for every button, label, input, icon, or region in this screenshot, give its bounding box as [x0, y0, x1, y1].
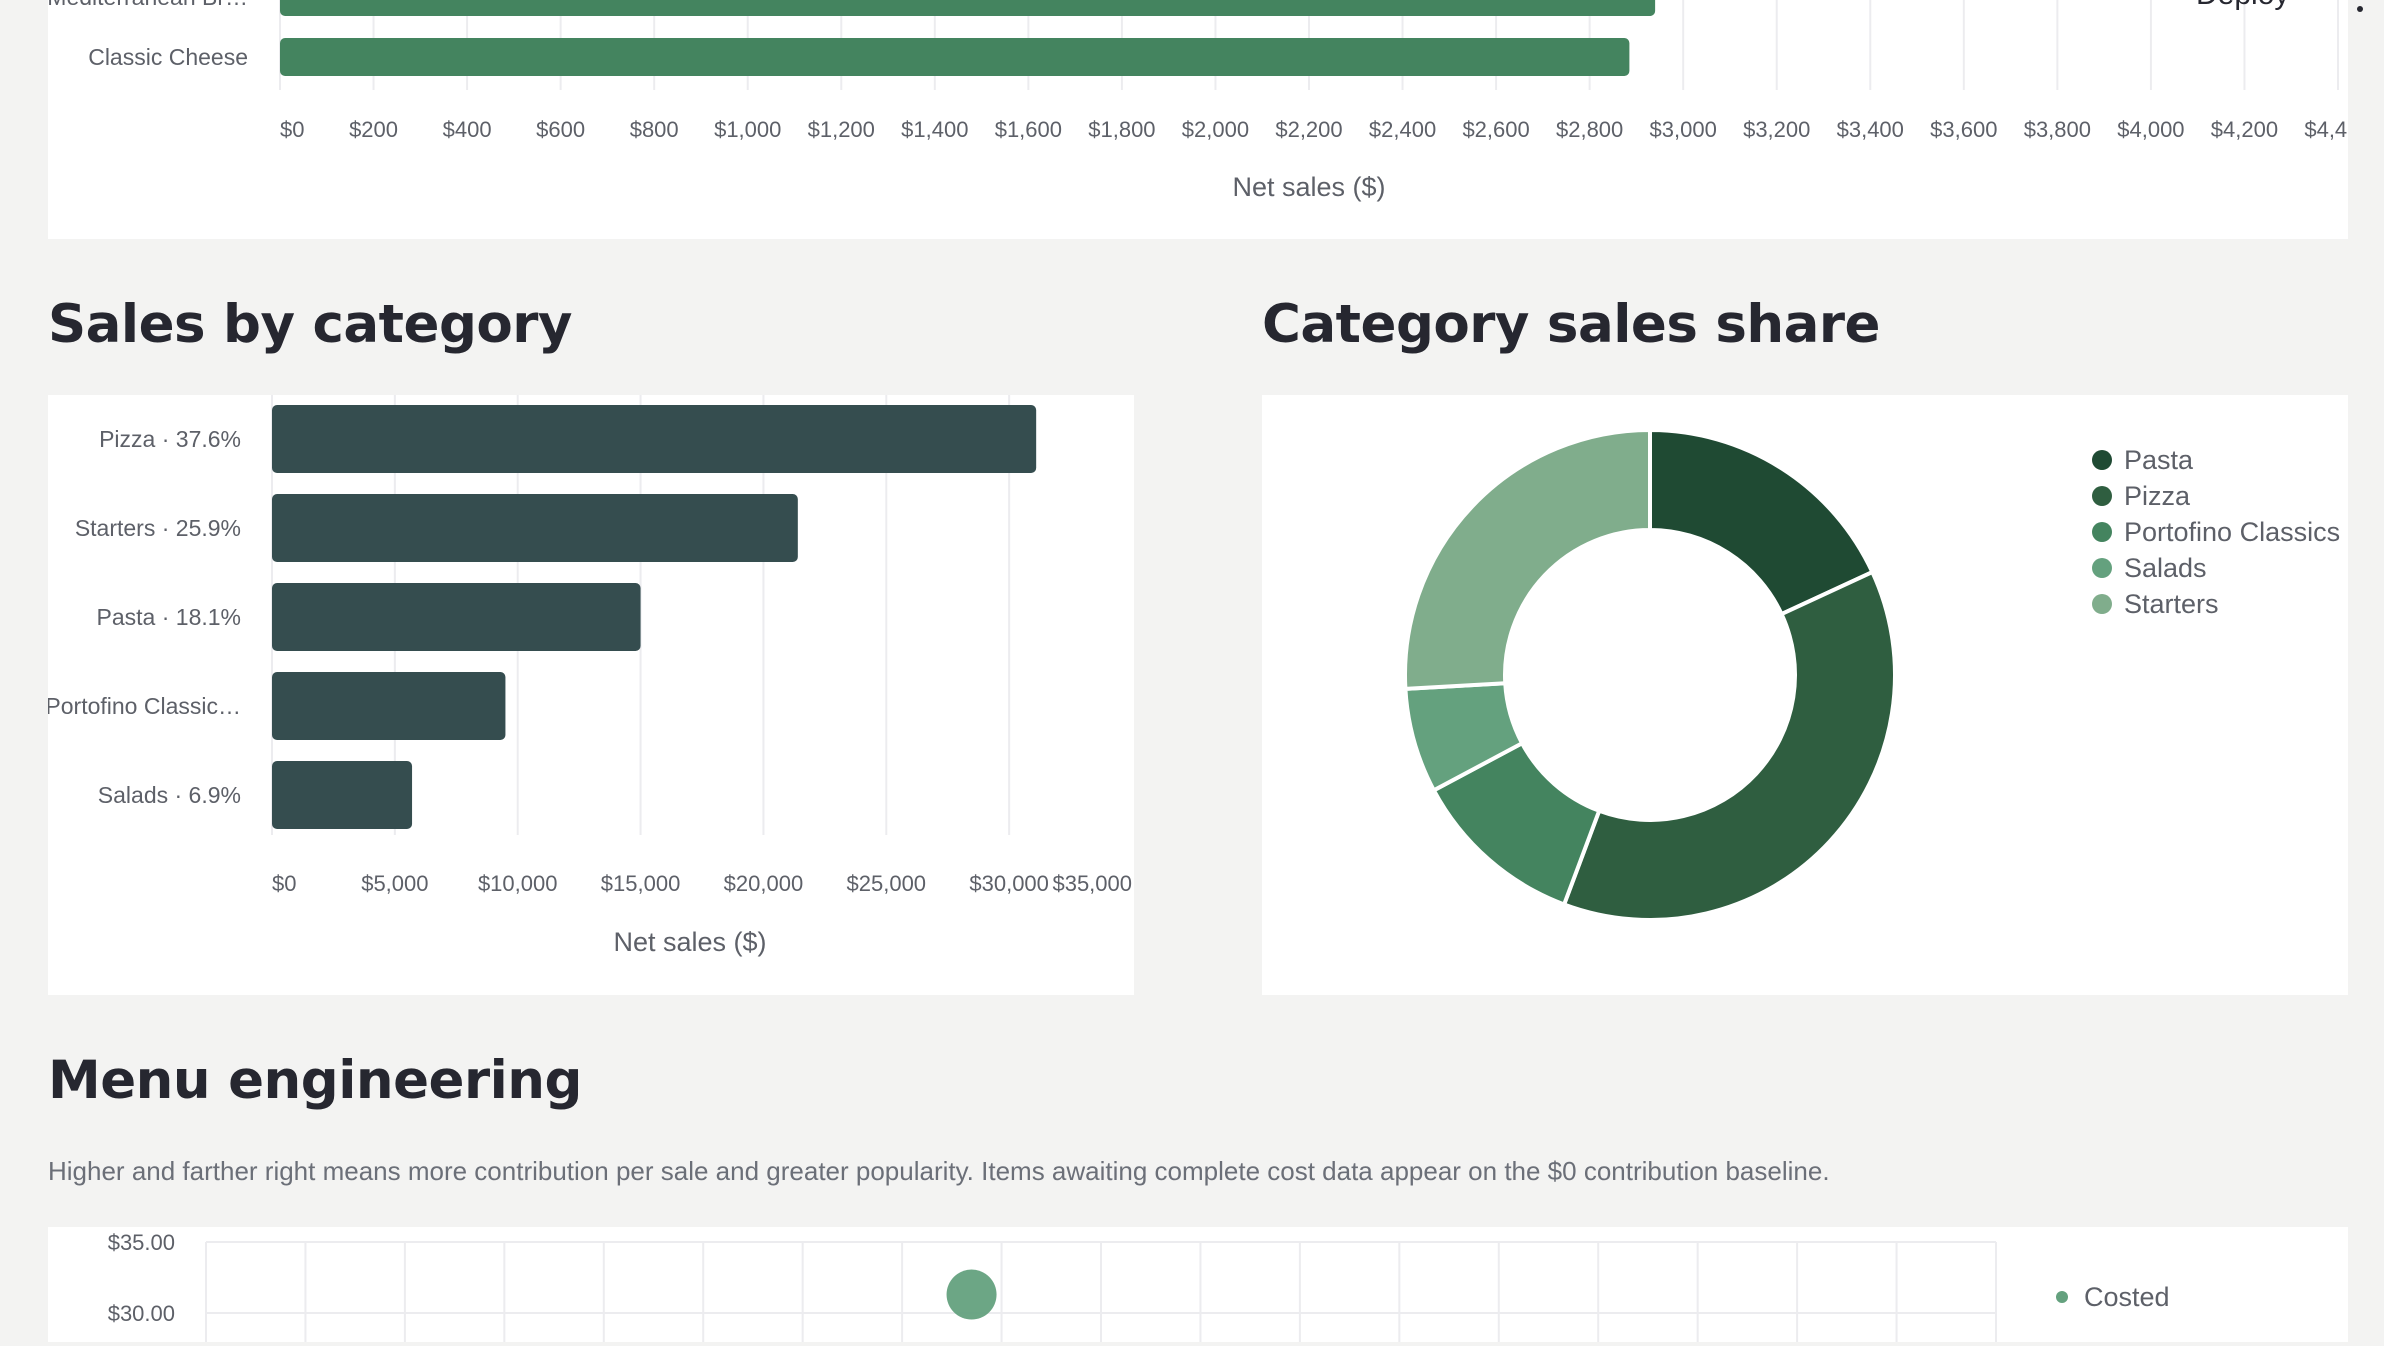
legend-swatch — [2092, 450, 2112, 470]
y-category-label: Classic Cheese — [88, 44, 248, 70]
item-sales-panel: $0 $200 $400 $600 $800 $1,000 $1,200 $1,400 $1,6… — [47, 0, 2372, 239]
bar — [272, 405, 1037, 473]
x-tick-label: $30,000 — [969, 871, 1049, 896]
x-axis-title: Net sales ($) — [613, 927, 766, 957]
menu-engineering-panel: $35.00 $30.00 Costed — [48, 1227, 2348, 1342]
sales-by-category-title: Sales by category — [48, 294, 572, 355]
x-tick-label: $1,800 — [1088, 117, 1155, 142]
legend-label: Pasta — [2124, 445, 2194, 475]
x-tick-label: $4,000 — [2117, 117, 2184, 142]
x-tick-label: $2,600 — [1462, 117, 1529, 142]
donut-slice-pizza — [1562, 570, 1897, 922]
x-axis-title: Net sales ($) — [1232, 172, 1385, 202]
menu-engineering-caption: Higher and farther right means more cont… — [48, 1156, 1830, 1186]
x-tick-label: $5,000 — [361, 871, 428, 896]
x-tick-label: $1,400 — [901, 117, 968, 142]
x-tick-label: $20,000 — [724, 871, 804, 896]
x-tick-label: $3,200 — [1743, 117, 1810, 142]
bar — [272, 672, 506, 740]
x-tick-label: $0 — [280, 117, 304, 142]
x-tick-label: $3,400 — [1837, 117, 1904, 142]
sales-by-category-chart: $0 $5,000 $10,000 $15,000 $20,000 $25,000 $30,… — [45, 395, 1132, 957]
y-category-label: Salads · 6.9% — [98, 782, 241, 808]
donut-slice-starters — [1403, 428, 1652, 691]
x-tick-label: $25,000 — [847, 871, 927, 896]
item-sales-chart: $0 $200 $400 $600 $800 $1,000 $1,200 $1,400 $1,6… — [47, 0, 2372, 202]
legend-swatch — [2092, 594, 2112, 614]
x-tick-label: $600 — [536, 117, 585, 142]
more-vertical-icon[interactable] — [2354, 0, 2366, 22]
x-tick-label: $15,000 — [601, 871, 681, 896]
deploy-button[interactable]: Deploy — [2196, 0, 2289, 18]
menu-engineering-scatter-chart: $35.00 $30.00 Costed — [108, 1230, 2170, 1342]
legend-label: Salads — [2124, 553, 2207, 583]
legend-swatch — [2092, 522, 2112, 542]
legend-swatch — [2092, 486, 2112, 506]
y-tick-label: $35.00 — [108, 1230, 175, 1255]
x-tick-label: $2,800 — [1556, 117, 1623, 142]
sales-by-category-panel: $0 $5,000 $10,000 $15,000 $20,000 $25,000 $30,… — [45, 395, 1134, 995]
x-tick-label: $1,200 — [808, 117, 875, 142]
x-tick-label: $3,000 — [1650, 117, 1717, 142]
menu-engineering-title: Menu engineering — [48, 1050, 582, 1111]
scatter-point — [946, 1269, 997, 1320]
x-tick-label: $1,600 — [995, 117, 1062, 142]
x-tick-label: $1,000 — [714, 117, 781, 142]
x-tick-label: $2,200 — [1275, 117, 1342, 142]
donut-slice-pasta — [1648, 428, 1875, 617]
y-tick-label: $30.00 — [108, 1301, 175, 1326]
legend-swatch — [2092, 558, 2112, 578]
x-tick-label: $2,400 — [1369, 117, 1436, 142]
bar — [280, 0, 1656, 16]
legend-swatch — [2056, 1291, 2068, 1303]
category-sales-share-panel: Pasta Pizza Portofino Classics Salads Starte… — [1262, 395, 2348, 995]
x-tick-label: $800 — [630, 117, 679, 142]
legend-label: Starters — [2124, 589, 2219, 619]
y-category-label: Starters · 25.9% — [75, 515, 241, 541]
category-sales-share-title: Category sales share — [1262, 294, 1880, 355]
x-tick-label: $3,800 — [2024, 117, 2091, 142]
x-tick-label: $3,600 — [1930, 117, 1997, 142]
bar — [272, 494, 798, 562]
x-tick-label: $2,000 — [1182, 117, 1249, 142]
x-tick-label: $200 — [349, 117, 398, 142]
category-share-donut-chart: Pasta Pizza Portofino Classics Salads Starte… — [1403, 428, 2340, 922]
bar — [272, 583, 641, 651]
x-tick-label: $4,200 — [2211, 117, 2278, 142]
y-category-label: Mediterranean Br… — [48, 0, 248, 10]
x-tick-label: $400 — [443, 117, 492, 142]
x-tick-label: $4,400 — [2304, 117, 2348, 142]
legend-label: Portofino Classics — [2124, 517, 2340, 547]
legend-label: Pizza — [2124, 481, 2191, 511]
y-category-label: Pizza · 37.6% — [99, 426, 241, 452]
bar — [280, 38, 1630, 76]
x-tick-label: $10,000 — [478, 871, 558, 896]
x-tick-label: $35,000 — [1052, 871, 1132, 896]
x-tick-label: $0 — [272, 871, 296, 896]
legend-label: Costed — [2084, 1282, 2170, 1312]
y-category-label: Pasta · 18.1% — [97, 604, 241, 630]
y-category-label: Portofino Classic… — [48, 693, 241, 719]
bar — [272, 761, 413, 829]
